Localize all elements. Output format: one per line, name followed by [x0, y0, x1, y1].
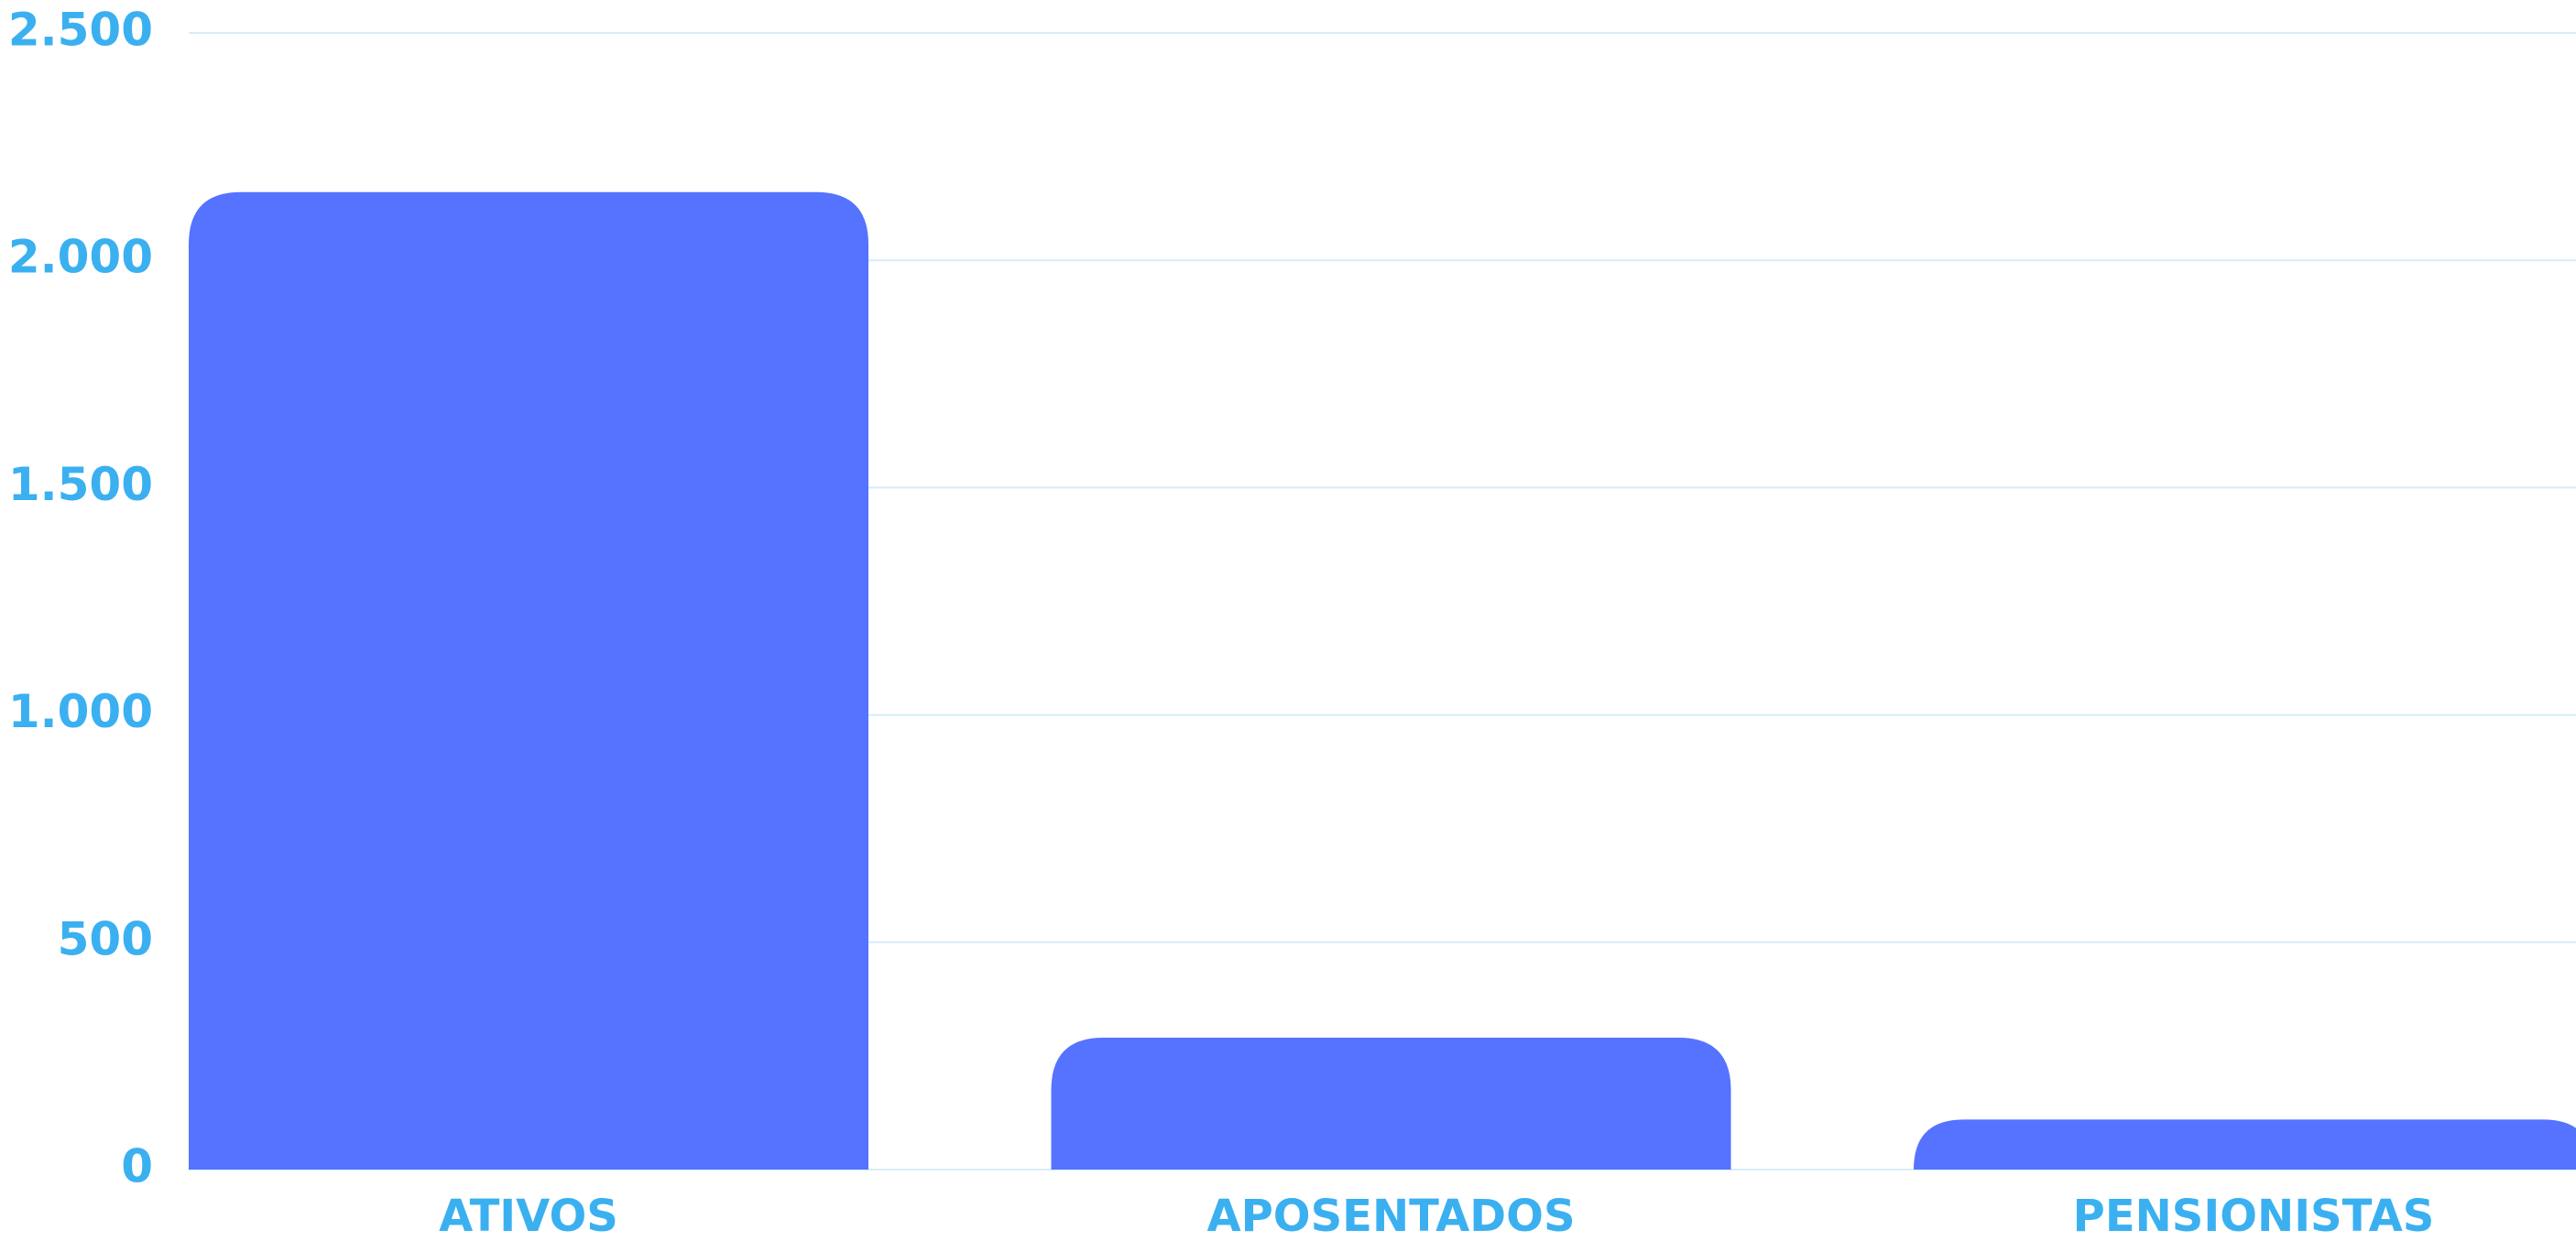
y-tick-label: 2.000 — [8, 231, 153, 284]
bar — [1051, 1038, 1731, 1170]
x-tick-label: PENSIONISTAS — [2073, 1191, 2435, 1241]
y-tick-label: 500 — [58, 912, 153, 965]
y-tick-label: 1.500 — [8, 458, 153, 511]
x-tick-label: APOSENTADOS — [1206, 1191, 1575, 1241]
bar — [1914, 1119, 2576, 1170]
bar — [189, 191, 868, 1170]
y-tick-label: 1.000 — [8, 685, 153, 738]
x-tick-label: ATIVOS — [439, 1191, 618, 1241]
y-tick-label: 2.500 — [8, 4, 153, 57]
y-tick-label: 0 — [121, 1140, 153, 1193]
